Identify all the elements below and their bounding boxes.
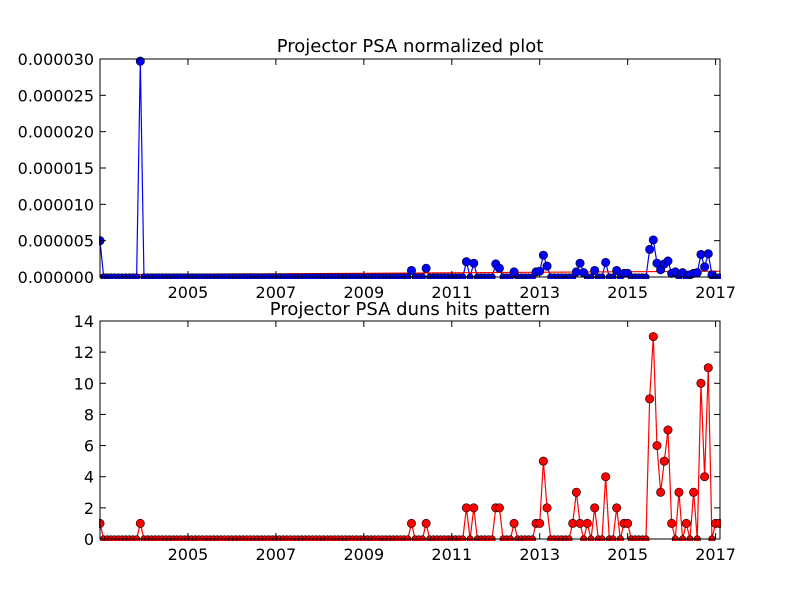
x-tick-label: 2005 [168, 283, 209, 302]
chart-plot-area: 0.000000 0.000005 0.000010 0.000015 0.000020… [18, 50, 736, 302]
data-point [135, 518, 145, 528]
data-point [590, 503, 600, 513]
y-tick-label: 12 [74, 343, 94, 362]
chart-title: Projector PSA normalized plot [277, 36, 544, 57]
axes-frame [99, 58, 721, 278]
data-point [663, 425, 673, 435]
data-point [659, 456, 669, 466]
data-point [612, 503, 622, 513]
x-tick-label: 2011 [431, 283, 472, 302]
data-point [535, 518, 545, 528]
y-tick-label: 0.000015 [18, 159, 94, 178]
axes-frame [99, 320, 721, 540]
data-point [623, 518, 633, 528]
x-tick-label: 2005 [168, 545, 209, 564]
chart-bottom: Projector PSA duns hits pattern 0 2 4 6 8 10 1… [74, 299, 736, 564]
data-point [689, 487, 699, 497]
data-point [406, 265, 416, 275]
y-tick-label: 8 [84, 405, 94, 424]
data-point [582, 518, 592, 528]
x-tick-label: 2007 [256, 283, 297, 302]
y-tick-label: 0.000025 [18, 86, 94, 105]
x-tick-label: 2009 [343, 283, 384, 302]
data-point [135, 56, 145, 66]
series-line [99, 61, 720, 278]
data-point [674, 487, 684, 497]
y-tick-label: 0.000010 [18, 195, 94, 214]
data-point [645, 394, 655, 404]
data-point [703, 249, 713, 259]
series-group [99, 332, 721, 541]
y-tick-label: 0.000030 [18, 50, 94, 69]
x-tick-label: 2015 [607, 283, 648, 302]
y-tick-label: 0.000005 [18, 232, 94, 251]
data-point [469, 503, 479, 513]
data-point [538, 250, 548, 260]
data-point [421, 263, 431, 273]
y-tick-label: 2 [84, 499, 94, 518]
data-point [663, 256, 673, 266]
data-point [645, 244, 655, 254]
x-tick-label: 2009 [343, 545, 384, 564]
y-tick-label: 14 [74, 312, 94, 331]
y-tick-label: 10 [74, 374, 94, 393]
data-point [652, 441, 662, 451]
series-line [99, 336, 720, 540]
data-point [421, 518, 431, 528]
x-tick-label: 2007 [256, 545, 297, 564]
x-tick-label: 2015 [607, 545, 648, 564]
data-point [469, 258, 479, 268]
chart-plot-area: 0 2 4 6 8 10 12 14 2005 2007 2009 2011 2013 2015 2017 [74, 312, 736, 564]
y-tick-label: 0 [84, 530, 94, 549]
x-tick-label: 2011 [431, 545, 472, 564]
x-tick-label: 2013 [519, 283, 560, 302]
x-tick-label: 2017 [695, 545, 736, 564]
data-point [601, 257, 611, 267]
data-point [575, 258, 585, 268]
data-point [542, 261, 552, 271]
x-tick-label: 2013 [519, 545, 560, 564]
y-tick-label: 0.000020 [18, 123, 94, 142]
y-tick-label: 4 [84, 468, 94, 487]
data-point [601, 472, 611, 482]
data-point [656, 487, 666, 497]
data-point [590, 265, 600, 275]
data-point [692, 268, 702, 278]
x-tick-label: 2017 [695, 283, 736, 302]
data-point [700, 262, 710, 272]
chart-title: Projector PSA duns hits pattern [270, 299, 550, 320]
data-point [667, 518, 677, 528]
series-group [99, 56, 721, 279]
data-point [571, 487, 581, 497]
chart-top: Projector PSA normalized plot 0.0000000.… [18, 36, 736, 302]
data-point [648, 235, 658, 245]
data-point [494, 263, 504, 273]
data-point [494, 503, 504, 513]
data-point [714, 518, 721, 528]
data-point [700, 472, 710, 482]
data-point [696, 378, 706, 388]
data-point [538, 456, 548, 466]
y-tick-label: 6 [84, 437, 94, 456]
data-point [509, 518, 519, 528]
data-point [461, 257, 471, 267]
data-point [681, 518, 691, 528]
y-tick-label: 0.000000 [18, 268, 94, 287]
data-point [703, 363, 713, 373]
data-point [542, 503, 552, 513]
data-point [648, 332, 658, 342]
data-point [406, 518, 416, 528]
